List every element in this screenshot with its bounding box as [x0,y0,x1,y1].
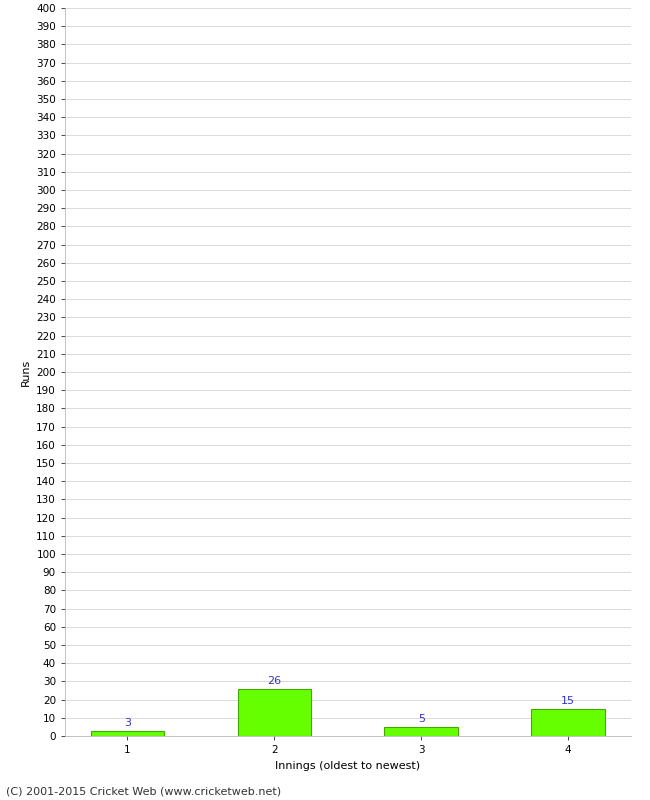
Bar [531,709,604,736]
Text: 5: 5 [418,714,424,724]
Text: 26: 26 [267,676,281,686]
Bar [91,730,164,736]
X-axis label: Innings (oldest to newest): Innings (oldest to newest) [275,761,421,770]
Text: 15: 15 [561,696,575,706]
Bar [384,727,458,736]
Text: 3: 3 [124,718,131,728]
Y-axis label: Runs: Runs [21,358,31,386]
Text: (C) 2001-2015 Cricket Web (www.cricketweb.net): (C) 2001-2015 Cricket Web (www.cricketwe… [6,786,281,796]
Bar [238,689,311,736]
